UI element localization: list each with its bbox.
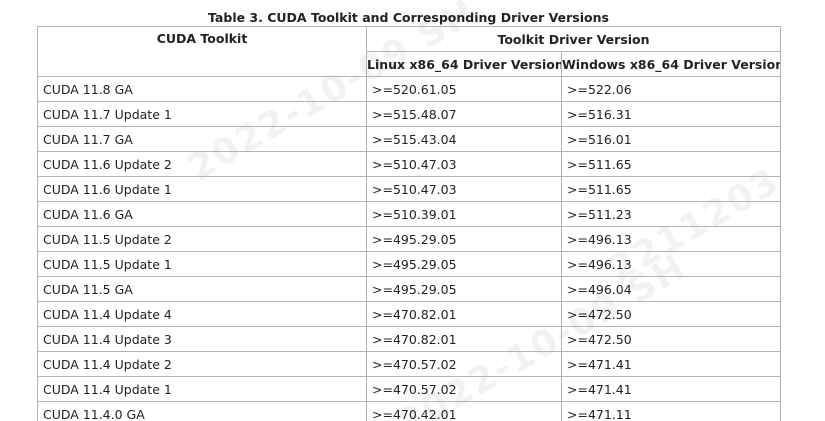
cell-linux-driver: >=470.42.01: [366, 401, 562, 421]
cell-linux-driver: >=510.47.03: [366, 151, 562, 177]
table-row: CUDA 11.5 Update 2 >=495.29.05 >=496.13: [37, 226, 782, 252]
table-row: CUDA 11.5 Update 1 >=495.29.05 >=496.13: [37, 251, 782, 277]
cell-linux-driver: >=515.48.07: [366, 101, 562, 127]
cell-cuda-toolkit: CUDA 11.8 GA: [37, 76, 367, 102]
cell-windows-driver: >=471.41: [560, 376, 782, 402]
cell-windows-driver: >=471.41: [560, 351, 782, 377]
cell-linux-driver: >=495.29.05: [366, 251, 562, 277]
table-caption: Table 3. CUDA Toolkit and Corresponding …: [208, 10, 609, 25]
cell-windows-driver: >=496.04: [560, 276, 782, 302]
cell-linux-driver: >=495.29.05: [366, 226, 562, 252]
cell-cuda-toolkit: CUDA 11.5 GA: [37, 276, 367, 302]
cell-linux-driver: >=515.43.04: [366, 126, 562, 152]
cell-windows-driver: >=472.50: [560, 326, 782, 352]
cell-cuda-toolkit: CUDA 11.4.0 GA: [37, 401, 367, 421]
cell-windows-driver: >=471.11: [560, 401, 782, 421]
cell-cuda-toolkit: CUDA 11.6 GA: [37, 201, 367, 227]
table-row: CUDA 11.8 GA >=520.61.05 >=522.06: [37, 76, 782, 102]
cell-cuda-toolkit: CUDA 11.6 Update 1: [37, 176, 367, 202]
table-row: CUDA 11.4 Update 1 >=470.57.02 >=471.41: [37, 376, 782, 402]
cell-linux-driver: >=470.57.02: [366, 351, 562, 377]
table-row: CUDA 11.4 Update 3 >=470.82.01 >=472.50: [37, 326, 782, 352]
header-row: Linux x86_64 Driver Version Windows x86_…: [38, 51, 782, 77]
cell-linux-driver: >=470.82.01: [366, 301, 562, 327]
table-row: CUDA 11.4 Update 4 >=470.82.01 >=472.50: [37, 301, 782, 327]
cell-windows-driver: >=511.65: [560, 176, 782, 202]
cell-cuda-toolkit: CUDA 11.7 Update 1: [37, 101, 367, 127]
cell-windows-driver: >=472.50: [560, 301, 782, 327]
cell-cuda-toolkit: CUDA 11.5 Update 2: [37, 226, 367, 252]
header-row: CUDA Toolkit Toolkit Driver Version: [37, 26, 782, 77]
cell-windows-driver: >=511.23: [560, 201, 782, 227]
cell-linux-driver: >=510.39.01: [366, 201, 562, 227]
cell-cuda-toolkit: CUDA 11.6 Update 2: [37, 151, 367, 177]
cell-cuda-toolkit: CUDA 11.4 Update 3: [37, 326, 367, 352]
table-row: CUDA 11.6 Update 2 >=510.47.03 >=511.65: [37, 151, 782, 177]
table-row: CUDA 11.7 GA >=515.43.04 >=516.01: [37, 126, 782, 152]
table-row: CUDA 11.5 GA >=495.29.05 >=496.04: [37, 276, 782, 302]
cell-linux-driver: >=520.61.05: [366, 76, 562, 102]
table-row: CUDA 11.6 GA >=510.39.01 >=511.23: [37, 201, 782, 227]
header-cuda-toolkit: CUDA Toolkit: [37, 26, 367, 77]
table-body: CUDA 11.8 GA >=520.61.05 >=522.06 CUDA 11.7…: [37, 76, 782, 421]
cell-linux-driver: >=470.57.02: [366, 376, 562, 402]
cell-cuda-toolkit: CUDA 11.4 Update 1: [37, 376, 367, 402]
header-toolkit-driver-version: Toolkit Driver Version: [365, 26, 782, 52]
cell-cuda-toolkit: CUDA 11.7 GA: [37, 126, 367, 152]
cell-cuda-toolkit: CUDA 11.4 Update 4: [37, 301, 367, 327]
table-row: CUDA 11.4.0 GA >=470.42.01 >=471.11: [37, 401, 782, 421]
driver-version-table: CUDA Toolkit Toolkit Driver Version Linu…: [37, 26, 782, 421]
cell-windows-driver: >=522.06: [560, 76, 782, 102]
cell-windows-driver: >=516.31: [560, 101, 782, 127]
table-row: CUDA 11.7 Update 1 >=515.48.07 >=516.31: [37, 101, 782, 127]
table-row: CUDA 11.6 Update 1 >=510.47.03 >=511.65: [37, 176, 782, 202]
cell-windows-driver: >=496.13: [560, 226, 782, 252]
cell-linux-driver: >=495.29.05: [366, 276, 562, 302]
cell-cuda-toolkit: CUDA 11.5 Update 1: [37, 251, 367, 277]
cell-windows-driver: >=511.65: [560, 151, 782, 177]
header-windows-driver: Windows x86_64 Driver Version: [560, 51, 782, 77]
cell-cuda-toolkit: CUDA 11.4 Update 2: [37, 351, 367, 377]
table-row: CUDA 11.4 Update 2 >=470.57.02 >=471.41: [37, 351, 782, 377]
cell-linux-driver: >=470.82.01: [366, 326, 562, 352]
cell-windows-driver: >=496.13: [560, 251, 782, 277]
cell-linux-driver: >=510.47.03: [366, 176, 562, 202]
cell-windows-driver: >=516.01: [560, 126, 782, 152]
header-linux-driver: Linux x86_64 Driver Version: [366, 51, 562, 77]
